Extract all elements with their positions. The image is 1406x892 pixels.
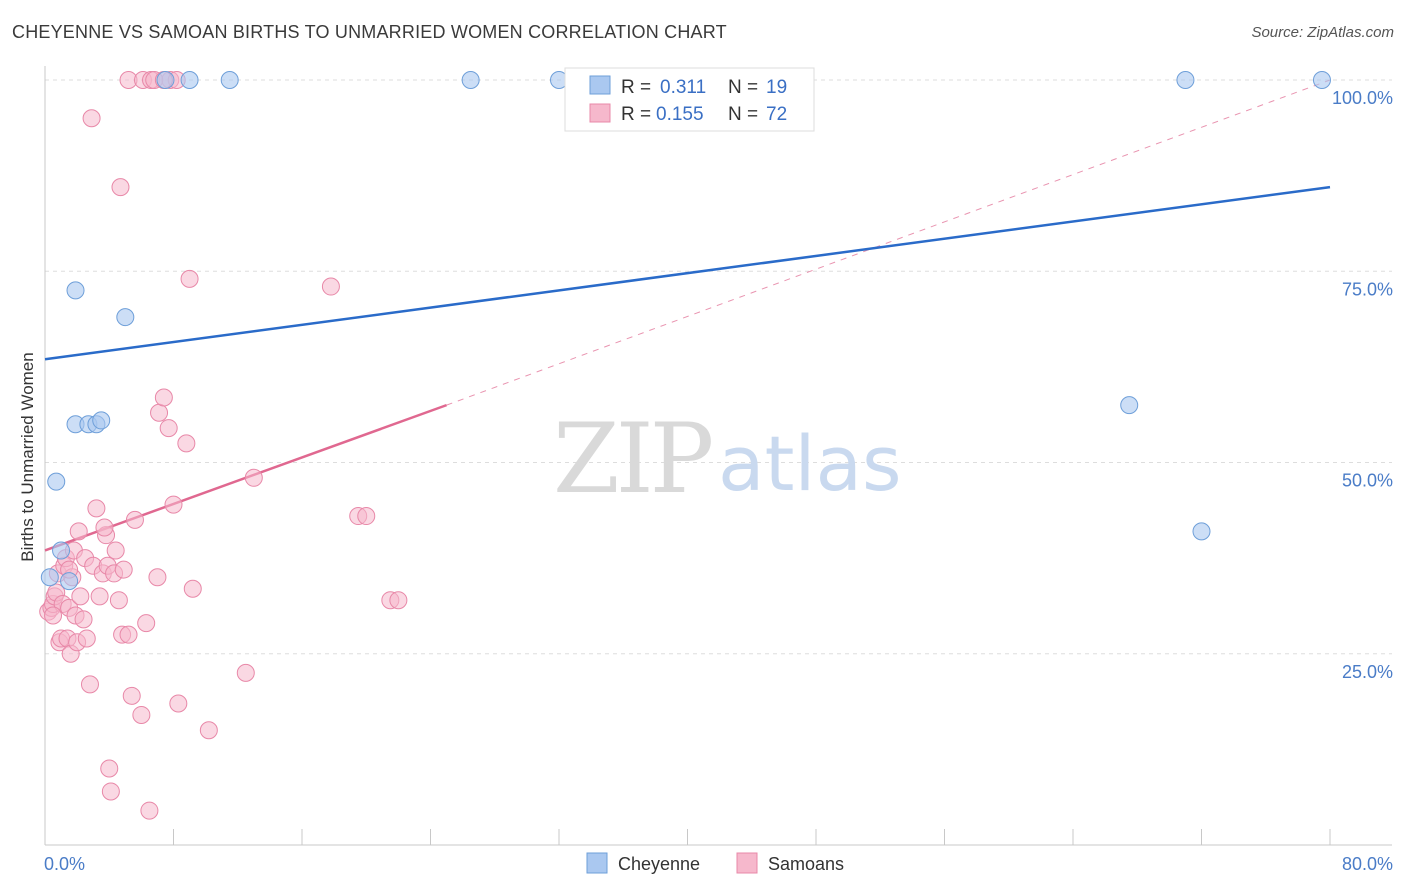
tick-labels: 25.0% 50.0% 75.0% 100.0% 0.0% 80.0% [44, 88, 1393, 874]
axes [44, 66, 1392, 846]
samoans-trend-extension [446, 79, 1331, 406]
cheyenne-point-9 [116, 308, 135, 327]
legend-n-value-1: 19 [766, 77, 787, 98]
legend-r-value-2: 0.155 [656, 104, 704, 125]
samoans-point-69 [114, 560, 133, 579]
bottom-legend-swatch-cheyenne [586, 852, 608, 874]
cheyenne-point-3 [60, 572, 79, 591]
cheyenne-point-17 [1176, 71, 1195, 89]
cheyenne-point-13 [461, 71, 480, 89]
cheyenne-point-15 [1120, 396, 1139, 415]
samoans-point-48 [154, 388, 173, 407]
samoans-point-36 [111, 178, 130, 197]
bottom-legend-samoans: Samoans [768, 854, 844, 874]
cheyenne-point-8 [92, 411, 111, 430]
cheyenne-point-4 [66, 281, 85, 300]
samoans-point-54 [177, 434, 196, 453]
samoans-point-67 [74, 610, 93, 629]
legend-swatch-cheyenne [589, 75, 611, 95]
legend-n-value-2: 72 [766, 104, 787, 125]
cheyenne-point-16 [1192, 522, 1211, 541]
samoans-point-55 [180, 269, 199, 288]
samoans-point-33 [109, 591, 128, 610]
samoans-point-41 [132, 705, 151, 724]
samoans-point-65 [44, 606, 63, 625]
samoans-point-29 [100, 759, 119, 778]
y-tick-label-0: 25.0% [1342, 662, 1393, 682]
samoans-point-22 [80, 675, 99, 694]
samoans-point-53 [169, 694, 188, 713]
samoans-point-64 [389, 591, 408, 610]
y-tick-label-3: 100.0% [1332, 88, 1393, 108]
samoans-point-56 [183, 579, 202, 598]
y-axis-label: Births to Unmarried Women [18, 352, 37, 561]
bottom-legend-swatch-samoans [736, 852, 758, 874]
x-tick-label-1: 80.0% [1342, 854, 1393, 874]
samoans-point-44 [140, 801, 159, 820]
samoans-point-49 [159, 419, 178, 438]
series-legend: Cheyenne Samoans [586, 852, 844, 874]
x-tick-label-0: 0.0% [44, 854, 85, 874]
samoans-point-57 [199, 721, 218, 740]
samoans-point-59 [244, 468, 263, 487]
samoans-point-40 [125, 510, 144, 529]
samoans-point-24 [87, 499, 106, 518]
samoans-point-37 [119, 625, 138, 644]
stats-legend: R = 0.311 N = 19 R = 0.155 N = 72 [564, 67, 815, 132]
legend-n-label-2: N = [728, 104, 758, 125]
samoans-point-60 [321, 277, 340, 296]
chart-title: CHEYENNE VS SAMOAN BIRTHS TO UNMARRIED W… [12, 22, 727, 42]
grid-lines [45, 79, 1392, 655]
data-points [39, 71, 1331, 820]
watermark: ZIP atlas [553, 403, 902, 515]
legend-n-label-1: N = [728, 77, 758, 98]
cheyenne-point-10 [156, 71, 175, 89]
y-tick-label-1: 50.0% [1342, 471, 1393, 491]
y-tick-label-2: 75.0% [1342, 279, 1393, 299]
samoans-point-35 [82, 109, 101, 128]
samoans-point-62 [357, 507, 376, 526]
watermark-atlas: atlas [718, 419, 902, 508]
cheyenne-point-18 [1312, 71, 1331, 89]
samoans-point-47 [150, 403, 169, 422]
cheyenne-point-2 [52, 541, 71, 560]
watermark-zip: ZIP [553, 403, 712, 515]
legend-r-label-1: R = [621, 77, 651, 98]
bottom-legend-cheyenne: Cheyenne [618, 854, 700, 874]
samoans-point-32 [106, 541, 125, 560]
samoans-point-21 [77, 629, 96, 648]
legend-swatch-samoans [589, 103, 611, 123]
legend-r-label-2: R = [621, 104, 651, 125]
samoans-point-43 [137, 614, 156, 633]
cheyenne-point-11 [180, 71, 199, 89]
samoans-point-30 [101, 782, 120, 801]
cheyenne-point-0 [40, 568, 59, 587]
samoans-point-25 [90, 587, 109, 606]
samoans-point-46 [148, 568, 167, 587]
legend-r-value-1: 0.311 [660, 77, 706, 98]
samoans-point-18 [69, 522, 88, 541]
samoans-point-58 [236, 663, 255, 682]
samoans-point-68 [95, 518, 114, 537]
cheyenne-point-1 [47, 472, 66, 491]
samoans-point-39 [122, 686, 141, 705]
samoans-point-19 [71, 587, 90, 606]
source-label: Source: ZipAtlas.com [1251, 24, 1394, 41]
cheyenne-trend-line [44, 185, 1331, 361]
cheyenne-point-12 [220, 71, 239, 89]
samoans-point-51 [164, 495, 183, 514]
